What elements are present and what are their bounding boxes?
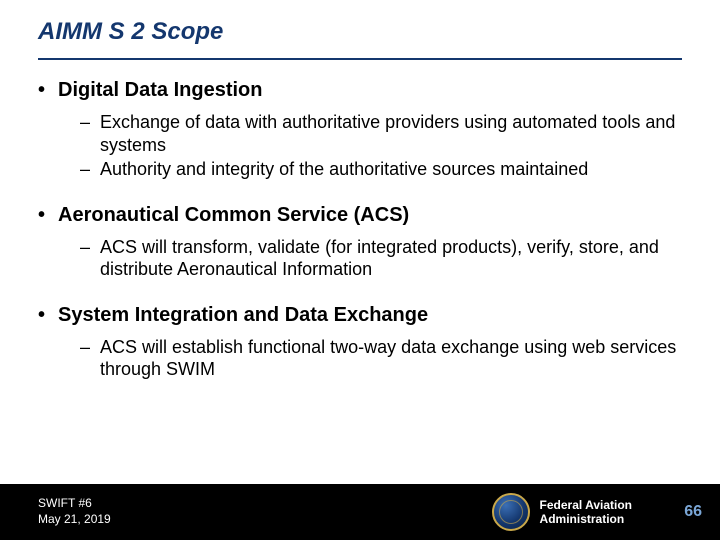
section-heading-text: Aeronautical Common Service (ACS) bbox=[58, 203, 409, 228]
footer: SWIFT #6 May 21, 2019 Federal Aviation A… bbox=[0, 484, 720, 540]
page-number: 66 bbox=[632, 503, 702, 521]
section-heading: • Aeronautical Common Service (ACS) bbox=[38, 203, 682, 228]
slide-title: AIMM S 2 Scope bbox=[38, 18, 720, 46]
footer-org-line1: Federal Aviation bbox=[540, 498, 632, 512]
title-area: AIMM S 2 Scope bbox=[0, 0, 720, 52]
section-bullets: – ACS will establish functional two-way … bbox=[38, 336, 682, 381]
faa-seal-icon bbox=[492, 493, 530, 531]
section-system-integration: • System Integration and Data Exchange –… bbox=[38, 303, 682, 381]
list-item-text: Exchange of data with authoritative prov… bbox=[100, 111, 682, 156]
section-bullets: – Exchange of data with authoritative pr… bbox=[38, 111, 682, 181]
list-item: – ACS will transform, validate (for inte… bbox=[80, 236, 682, 281]
list-item: – Authority and integrity of the authori… bbox=[80, 158, 682, 181]
dash-icon: – bbox=[80, 236, 100, 281]
list-item: – ACS will establish functional two-way … bbox=[80, 336, 682, 381]
section-digital-data-ingestion: • Digital Data Ingestion – Exchange of d… bbox=[38, 78, 682, 181]
list-item-text: ACS will transform, validate (for integr… bbox=[100, 236, 682, 281]
footer-left: SWIFT #6 May 21, 2019 bbox=[38, 496, 492, 527]
section-heading: • Digital Data Ingestion bbox=[38, 78, 682, 103]
content-area: • Digital Data Ingestion – Exchange of d… bbox=[0, 60, 720, 540]
dash-icon: – bbox=[80, 158, 100, 181]
bullet-icon: • bbox=[38, 78, 58, 103]
section-heading-text: System Integration and Data Exchange bbox=[58, 303, 428, 328]
list-item-text: ACS will establish functional two-way da… bbox=[100, 336, 682, 381]
footer-org-line2: Administration bbox=[540, 512, 632, 526]
dash-icon: – bbox=[80, 336, 100, 381]
list-item-text: Authority and integrity of the authorita… bbox=[100, 158, 588, 181]
footer-date: May 21, 2019 bbox=[38, 512, 492, 528]
footer-org: Federal Aviation Administration bbox=[540, 498, 632, 527]
slide: AIMM S 2 Scope • Digital Data Ingestion … bbox=[0, 0, 720, 540]
section-heading: • System Integration and Data Exchange bbox=[38, 303, 682, 328]
bullet-icon: • bbox=[38, 303, 58, 328]
section-bullets: – ACS will transform, validate (for inte… bbox=[38, 236, 682, 281]
list-item: – Exchange of data with authoritative pr… bbox=[80, 111, 682, 156]
section-heading-text: Digital Data Ingestion bbox=[58, 78, 262, 103]
bullet-icon: • bbox=[38, 203, 58, 228]
footer-event: SWIFT #6 bbox=[38, 496, 492, 512]
section-aeronautical-common-service: • Aeronautical Common Service (ACS) – AC… bbox=[38, 203, 682, 281]
dash-icon: – bbox=[80, 111, 100, 156]
footer-center: Federal Aviation Administration bbox=[492, 493, 632, 531]
